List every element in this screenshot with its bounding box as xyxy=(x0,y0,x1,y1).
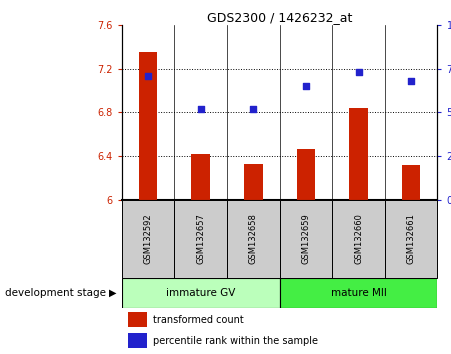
Bar xyxy=(128,312,147,327)
Text: GSM132661: GSM132661 xyxy=(407,213,416,264)
Point xyxy=(302,83,309,89)
Text: development stage: development stage xyxy=(5,288,106,298)
Point xyxy=(355,69,362,75)
Text: immature GV: immature GV xyxy=(166,288,235,298)
Text: percentile rank within the sample: percentile rank within the sample xyxy=(153,336,318,346)
Text: GSM132659: GSM132659 xyxy=(301,213,310,264)
Text: GSM132592: GSM132592 xyxy=(143,213,152,264)
Bar xyxy=(128,333,147,348)
Bar xyxy=(280,278,437,308)
Bar xyxy=(192,154,210,200)
Point xyxy=(250,106,257,112)
Bar xyxy=(244,164,262,200)
Bar xyxy=(122,278,280,308)
Title: GDS2300 / 1426232_at: GDS2300 / 1426232_at xyxy=(207,11,352,24)
Bar xyxy=(402,165,420,200)
Text: transformed count: transformed count xyxy=(153,315,244,325)
Bar xyxy=(350,108,368,200)
Bar xyxy=(280,200,332,278)
Point xyxy=(408,78,415,84)
Text: GSM132660: GSM132660 xyxy=(354,213,363,264)
Bar xyxy=(227,200,280,278)
Bar xyxy=(332,200,385,278)
Point xyxy=(144,73,152,79)
Point xyxy=(197,106,204,112)
Bar xyxy=(297,149,315,200)
Bar xyxy=(139,52,157,200)
Text: ▶: ▶ xyxy=(109,288,116,298)
Bar xyxy=(175,200,227,278)
Text: GSM132657: GSM132657 xyxy=(196,213,205,264)
Text: GSM132658: GSM132658 xyxy=(249,213,258,264)
Bar xyxy=(385,200,437,278)
Text: mature MII: mature MII xyxy=(331,288,387,298)
Bar xyxy=(122,200,175,278)
